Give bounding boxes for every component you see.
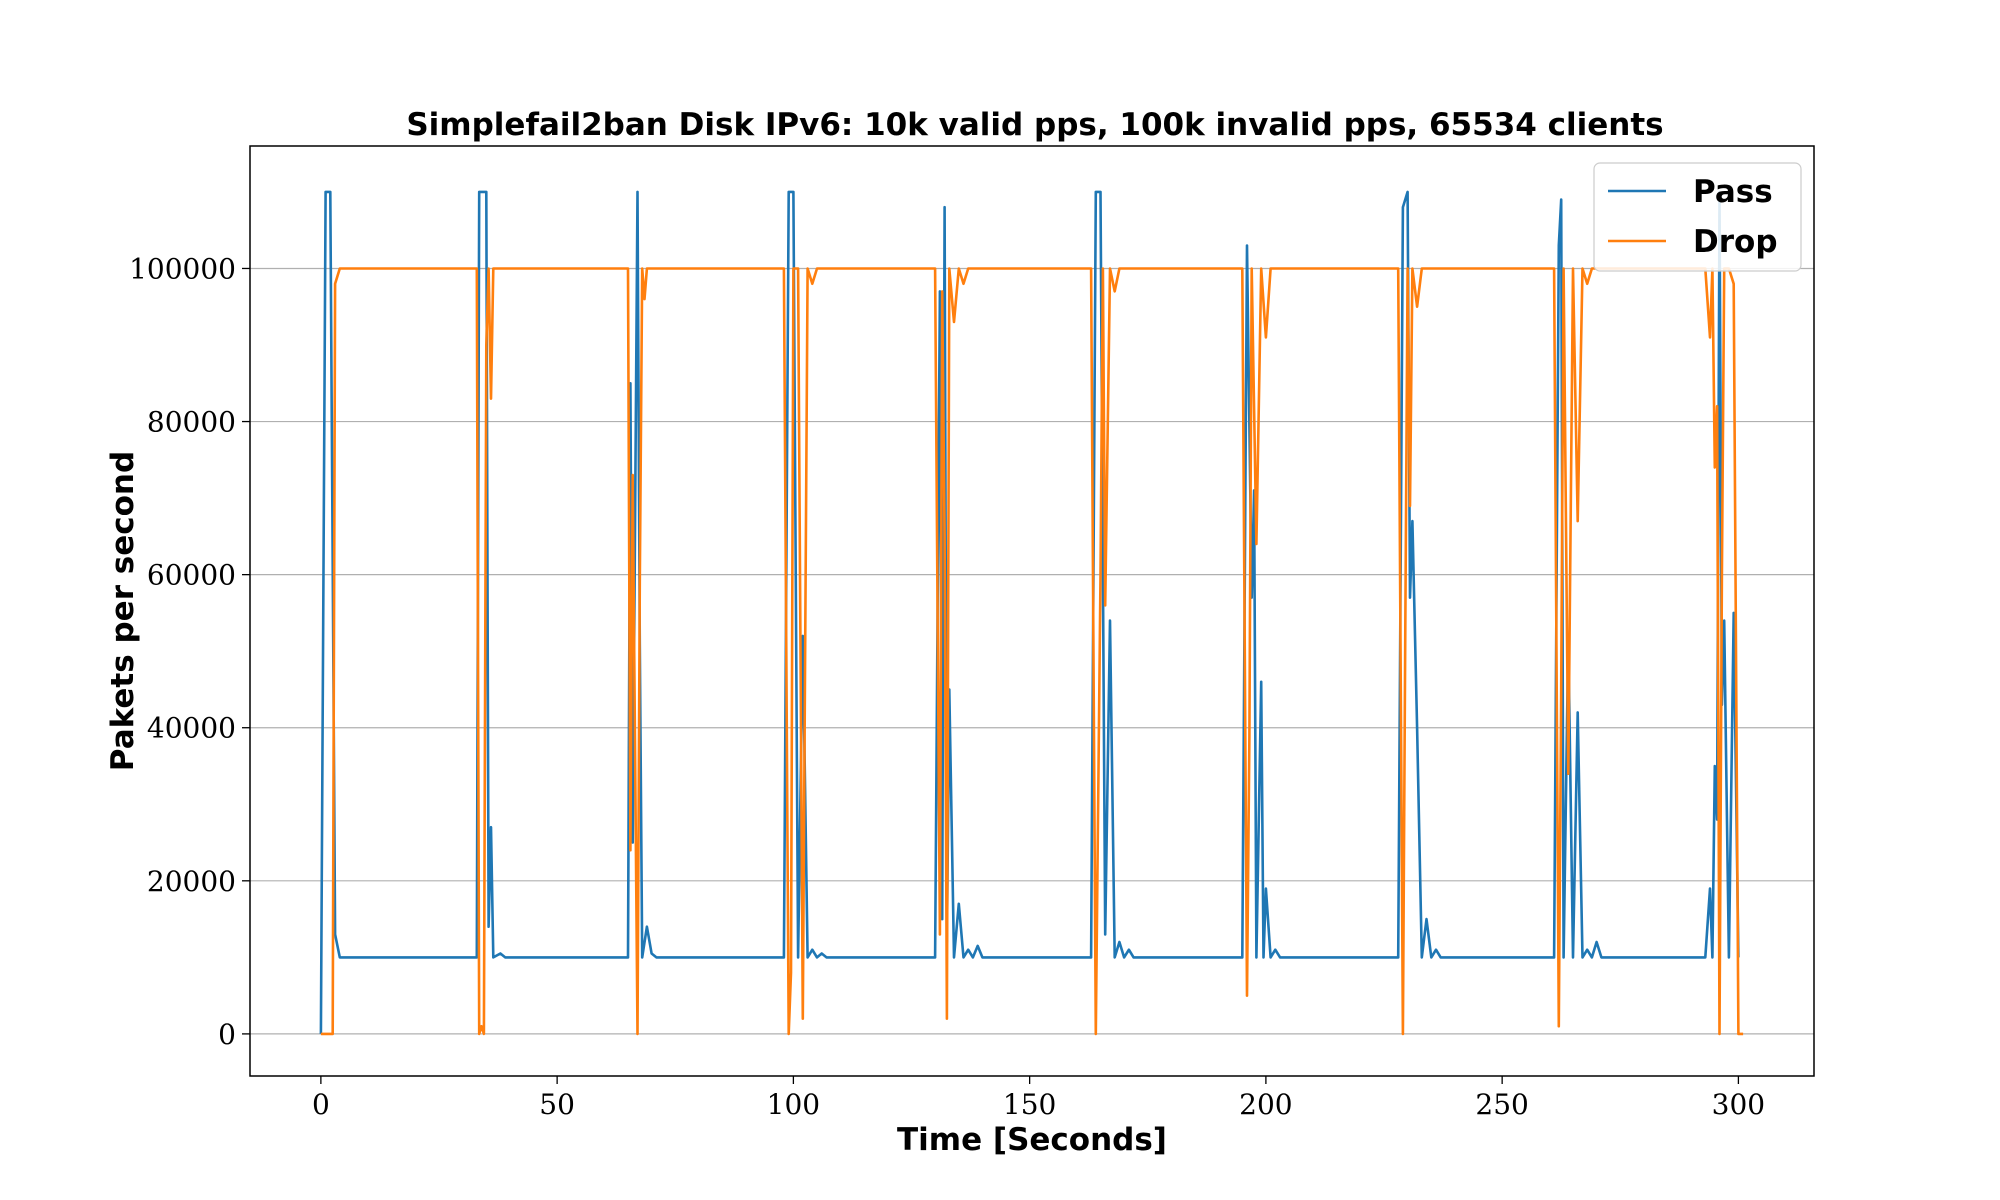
x-tick-label: 250 — [1475, 1088, 1528, 1121]
legend: Pass Drop — [1593, 162, 1802, 272]
legend-label-drop: Drop — [1693, 224, 1778, 260]
chart-title: Simplefail2ban Disk IPv6: 10k valid pps,… — [406, 107, 1663, 143]
plot-series — [319, 190, 1744, 1036]
x-tick-label: 0 — [312, 1088, 330, 1121]
y-tick-label: 80000 — [147, 406, 236, 439]
x-tick-label: 100 — [767, 1088, 820, 1121]
legend-label-pass: Pass — [1693, 174, 1773, 210]
y-axis-label: Pakets per second — [105, 451, 141, 771]
y-tick-label: 20000 — [147, 865, 236, 898]
plot-frame — [249, 145, 1815, 1077]
x-tick-label: 300 — [1712, 1088, 1765, 1121]
x-tick-label: 200 — [1239, 1088, 1292, 1121]
y-tick-label: 0 — [218, 1018, 236, 1051]
x-tick-label: 50 — [539, 1088, 575, 1121]
y-axis: 0 20000 40000 60000 80000 100000 — [129, 252, 250, 1051]
y-tick-label: 100000 — [129, 252, 236, 285]
x-tick-label: 150 — [1003, 1088, 1056, 1121]
y-tick-label: 60000 — [147, 559, 236, 592]
x-axis: 0 50 100 150 200 250 300 — [312, 1076, 1765, 1121]
y-tick-label: 40000 — [147, 712, 236, 745]
x-axis-label: Time [Seconds] — [897, 1122, 1167, 1158]
series-line-drop — [320, 267, 1744, 1036]
